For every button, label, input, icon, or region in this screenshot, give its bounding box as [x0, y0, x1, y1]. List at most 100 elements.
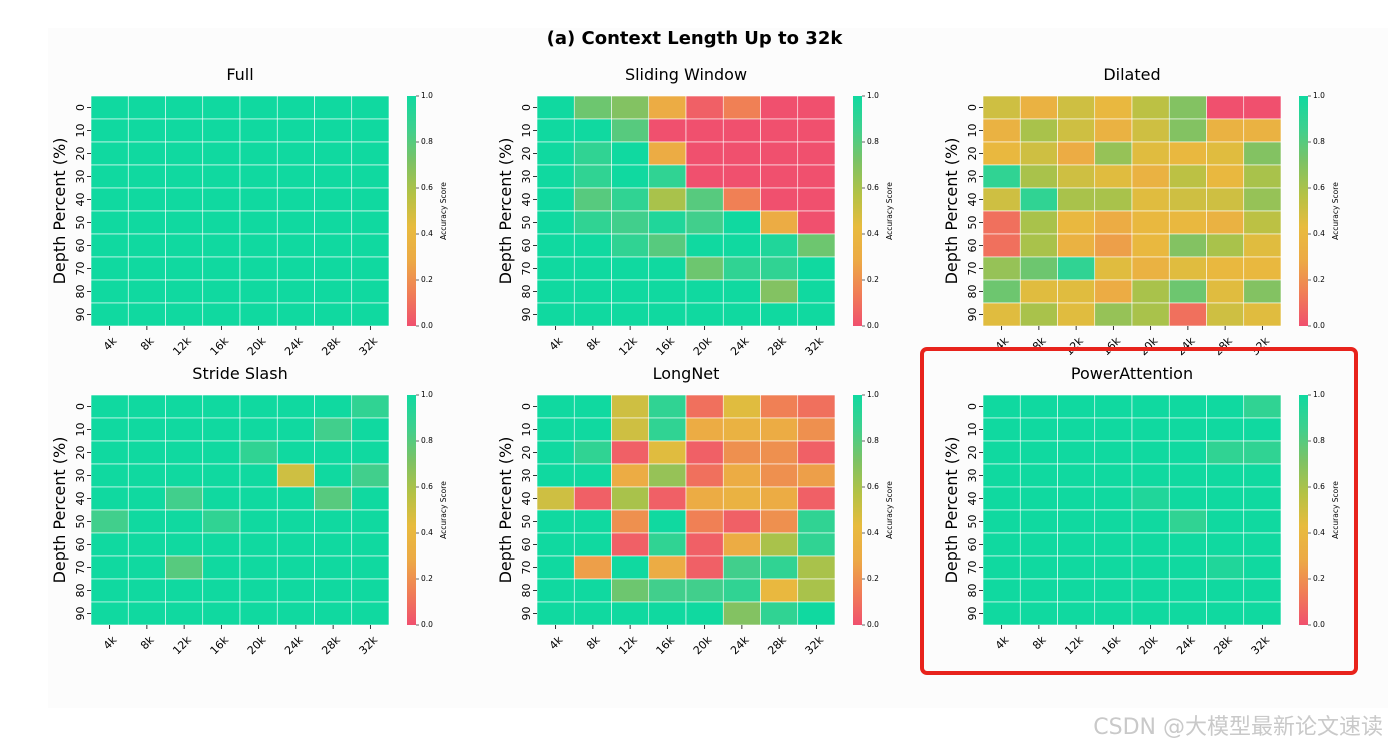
y-tick-label: 10 [966, 124, 979, 138]
heatmap-cell [536, 141, 575, 166]
heatmap-cell [648, 486, 687, 511]
colorbar [853, 96, 862, 326]
heatmap-cell [127, 532, 166, 557]
x-tick-label: 24k [282, 334, 306, 358]
heatmap-cell [648, 601, 687, 626]
colorbar-tick-label: 0.0 [421, 321, 433, 330]
y-tick-label: 60 [520, 239, 533, 253]
heatmap-cell [90, 233, 129, 258]
heatmap-cell [202, 118, 241, 143]
heatmap-cell [1094, 164, 1133, 189]
heatmap-cell [90, 509, 129, 534]
y-tick-label: 90 [520, 308, 533, 322]
heatmap-cell [722, 187, 761, 212]
heatmap-cell [685, 164, 724, 189]
heatmap-cell [127, 118, 166, 143]
heatmap-cell [276, 164, 315, 189]
heatmap-cell [165, 394, 204, 419]
heatmap-cell [276, 486, 315, 511]
heatmap-cell [1206, 187, 1245, 212]
heatmap-cell [1094, 578, 1133, 603]
colorbar-label: Accuracy Score [1331, 182, 1340, 240]
colorbar-tick-label: 0.6 [867, 183, 879, 192]
y-tick-label: 90 [74, 607, 87, 621]
colorbar [407, 395, 416, 625]
heatmap-cell [90, 463, 129, 488]
heatmap-cell [351, 302, 390, 327]
heatmap-cell [314, 164, 353, 189]
heatmap-cell [127, 463, 166, 488]
heatmap-panel-6: PowerAttention 0 10 20 30 40 50 60 70 80 90 4k 8k 12k… [942, 364, 1340, 657]
heatmap-cell [1131, 187, 1170, 212]
heatmap-cell [760, 394, 799, 419]
heatmap-cell [202, 141, 241, 166]
colorbar-label: Accuracy Score [439, 481, 448, 539]
x-tick-label: 16k [654, 334, 678, 358]
heatmap-cell [90, 394, 129, 419]
heatmap-cell [982, 118, 1021, 143]
heatmap-cell [1094, 394, 1133, 419]
heatmap-cell [1243, 256, 1282, 281]
colorbar-tick-label: 0.2 [1313, 574, 1325, 583]
heatmap-cell [760, 440, 799, 465]
heatmap-cell [760, 509, 799, 534]
heatmap-cell [351, 187, 390, 212]
x-tick-label: 28k [319, 334, 343, 358]
heatmap-cell [1019, 532, 1058, 557]
x-tick-label: 28k [319, 633, 343, 657]
heatmap-cell [648, 578, 687, 603]
heatmap-cell [1206, 210, 1245, 235]
heatmap-cell [1168, 555, 1207, 580]
x-tick-label: 24k [728, 334, 752, 358]
heatmap-cell [1168, 210, 1207, 235]
heatmap-cell [685, 601, 724, 626]
colorbar-tick-label: 0.4 [867, 229, 879, 238]
heatmap-cell [760, 95, 799, 120]
x-tick-label: 20k [245, 633, 269, 657]
heatmap-cell [276, 302, 315, 327]
heatmap-cell [536, 118, 575, 143]
heatmap-cell [90, 164, 129, 189]
heatmap-cell [982, 509, 1021, 534]
heatmap-cell [1206, 578, 1245, 603]
y-tick-label: 50 [74, 515, 87, 529]
heatmap-cell [685, 141, 724, 166]
heatmap-cell [573, 141, 612, 166]
heatmap-cell [722, 210, 761, 235]
heatmap-cell [1168, 394, 1207, 419]
y-tick-label: 90 [966, 607, 979, 621]
x-tick-label: 32k [803, 633, 827, 657]
heatmap-cell [648, 532, 687, 557]
heatmap-cell [90, 95, 129, 120]
heatmap-cell [1094, 463, 1133, 488]
heatmap-cell [314, 486, 353, 511]
heatmap-cell [127, 440, 166, 465]
heatmap-cell [1206, 463, 1245, 488]
heatmap-cell [276, 532, 315, 557]
heatmap-cell [797, 394, 836, 419]
heatmap-cell [314, 601, 353, 626]
heatmap-cell [1206, 394, 1245, 419]
heatmap-cell [685, 417, 724, 442]
heatmap-cell [573, 164, 612, 189]
colorbar-tick-label: 0.2 [867, 275, 879, 284]
heatmap-cell [239, 256, 278, 281]
y-tick-label: 60 [966, 538, 979, 552]
heatmap-cell [536, 532, 575, 557]
heatmap-cell [127, 141, 166, 166]
x-tick-label: 32k [1249, 633, 1273, 657]
heatmap-cell [202, 187, 241, 212]
y-tick-label: 30 [966, 170, 979, 184]
heatmap-cell [202, 532, 241, 557]
heatmap-cell [239, 279, 278, 304]
heatmap-cell [982, 256, 1021, 281]
heatmap-cell [1206, 95, 1245, 120]
heatmap-cell [1131, 210, 1170, 235]
heatmap-cell [90, 210, 129, 235]
heatmap-cell [202, 233, 241, 258]
y-tick-label: 0 [74, 403, 87, 410]
heatmap-cell [276, 555, 315, 580]
heatmap-cell [1057, 187, 1096, 212]
heatmap-cell [611, 95, 650, 120]
heatmap-cell [1206, 486, 1245, 511]
